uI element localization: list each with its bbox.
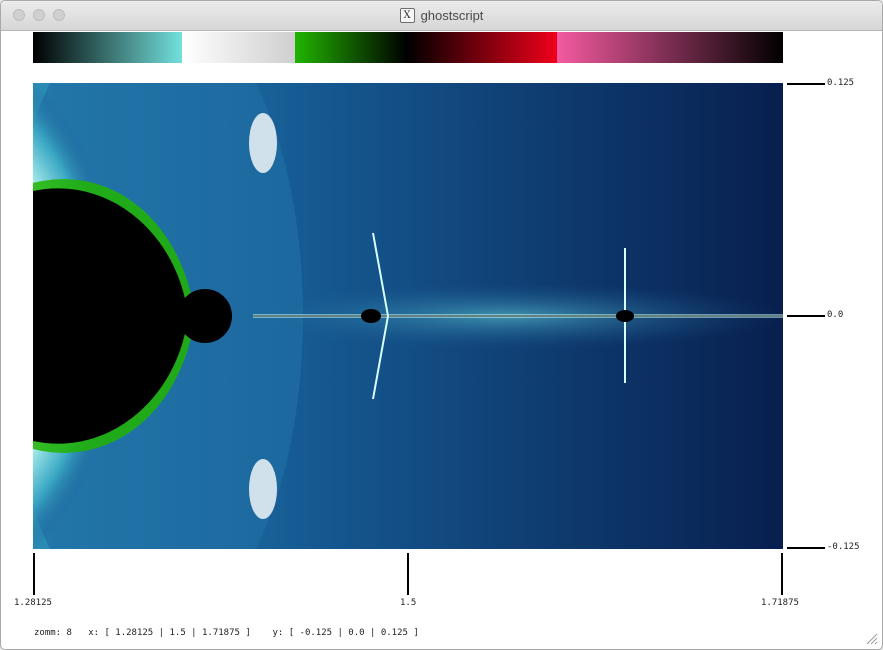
x-tick-label-right: 1.71875 xyxy=(761,598,799,608)
x-tick-label-left: 1.28125 xyxy=(14,598,52,608)
palette-band-white xyxy=(182,32,295,63)
x-tick-label-mid: 1.5 xyxy=(400,598,417,608)
mandelbrot-image xyxy=(33,83,783,549)
window-title: ghostscript xyxy=(420,8,484,23)
main-cardioid xyxy=(33,188,188,444)
palette-band-green xyxy=(295,32,407,63)
palette-band-blue xyxy=(33,32,182,63)
status-y-range: y: [ -0.125 | 0.0 | 0.125 ] xyxy=(272,628,419,638)
y-tick-label-mid: 0.0 xyxy=(827,310,844,320)
y-tick-label-bottom: -0.125 xyxy=(827,542,860,552)
secondary-bulb xyxy=(178,289,232,343)
x-tick-left xyxy=(33,553,35,595)
bulb-bottom xyxy=(249,459,277,519)
y-tick-mid xyxy=(787,315,825,317)
minibrot-1 xyxy=(361,309,381,323)
fractal-plot[interactable] xyxy=(33,83,783,549)
minimize-button[interactable] xyxy=(33,9,45,21)
title-bar[interactable]: X ghostscript xyxy=(1,1,882,31)
x-tick-mid xyxy=(407,553,409,595)
x-tick-right xyxy=(781,553,783,595)
palette-band-red xyxy=(407,32,557,63)
y-tick-bottom xyxy=(787,547,825,549)
minibrot-2 xyxy=(616,310,634,322)
bulb-top xyxy=(249,113,277,173)
status-line: zomm: 8 x: [ 1.28125 | 1.5 | 1.71875 ] y… xyxy=(34,628,419,638)
status-x-range: x: [ 1.28125 | 1.5 | 1.71875 ] xyxy=(88,628,251,638)
zoom-button[interactable] xyxy=(53,9,65,21)
resize-grip-icon[interactable] xyxy=(866,633,878,645)
y-tick-top xyxy=(787,83,825,85)
x11-icon: X xyxy=(399,8,415,23)
color-palette-bar xyxy=(33,32,783,63)
y-tick-label-top: 0.125 xyxy=(827,78,855,88)
title-group: X ghostscript xyxy=(1,1,882,30)
status-zoom: zomm: 8 xyxy=(34,628,72,638)
spike-b xyxy=(372,315,389,400)
close-button[interactable] xyxy=(13,9,25,21)
palette-band-magenta xyxy=(557,32,783,63)
spike-a xyxy=(372,232,389,317)
